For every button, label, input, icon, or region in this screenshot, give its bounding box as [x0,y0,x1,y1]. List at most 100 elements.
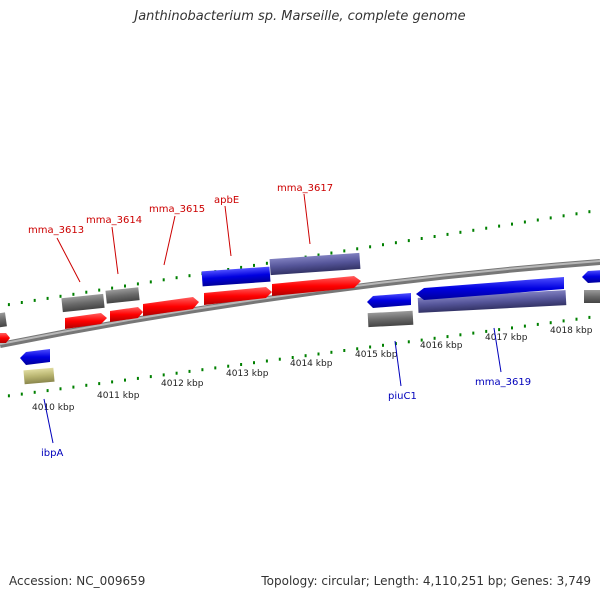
ruler-label: 4017 kbp [485,333,528,343]
cds-arrow-left-edge[interactable] [0,333,10,343]
minor-tick [136,282,139,286]
minor-tick [433,336,436,340]
cds-arrow-mma-3617[interactable] [272,276,361,296]
minor-tick [588,210,591,214]
minor-tick [253,361,255,365]
minor-tick [420,338,423,342]
minor-tick [124,378,126,382]
minor-tick [498,328,501,332]
minor-tick [98,288,101,292]
rna-feature-ibpA[interactable] [23,367,55,385]
minor-tick [20,392,23,396]
feature-track [0,252,600,385]
minor-tick [72,385,75,389]
tick-track-upper [7,210,591,307]
minor-tick [472,228,475,232]
minor-tick [253,263,255,267]
minor-tick [7,394,10,398]
gene-feature-piuC1[interactable] [367,310,414,328]
cds-arrow-apbE[interactable] [204,287,272,305]
minor-tick [330,251,333,255]
ruler-label: 4013 kbp [226,369,269,379]
minor-tick [59,387,62,391]
gene-label-piuC1[interactable]: piuC1 [388,391,417,402]
minor-tick [149,375,152,379]
minor-tick [523,220,526,224]
gene-feature-left-edge[interactable] [0,312,7,328]
gene-feature-mma-3613[interactable] [61,293,105,313]
minor-tick [407,239,410,243]
minor-tick [549,321,552,325]
cds-arrow-mma-3614[interactable] [110,307,143,322]
minor-tick [227,364,230,368]
ruler-label: 4015 kbp [355,350,398,360]
minor-tick [188,274,191,278]
gene-label-mma-3615[interactable]: mma_3615 [149,204,205,215]
gene-label-mma-3613[interactable]: mma_3613 [28,225,84,236]
ruler-label: 4011 kbp [97,391,140,401]
gene-feature-apbE[interactable] [201,266,271,287]
map-title: Janthinobacterium sp. Marseille, complet… [134,9,466,24]
minor-tick [511,222,513,226]
ruler-label: 4010 kbp [32,403,75,413]
gene-label-apbE[interactable]: apbE [214,195,239,206]
minor-tick [394,241,397,245]
minor-tick [33,390,36,394]
cds-arrow-piuC1[interactable] [367,293,411,308]
minor-tick [278,357,281,361]
ruler-label: 4018 kbp [550,326,593,336]
gene-label-mma-3614[interactable]: mma_3614 [86,215,142,226]
minor-tick [382,343,384,347]
gene-label-mma-3619[interactable]: mma_3619 [475,377,531,388]
minor-tick [33,298,36,302]
gene-label-ibpA[interactable]: ibpA [41,448,63,459]
minor-tick [46,389,49,393]
minor-tick [317,352,320,356]
minor-tick [549,216,552,220]
minor-tick [511,326,513,330]
ruler-label: 4014 kbp [290,359,333,369]
cds-arrow-ibpA[interactable] [20,349,50,365]
minor-tick [330,350,333,354]
minor-tick [382,243,384,247]
ruler-label: 4016 kbp [420,341,463,351]
accession-label: Accession: NC_009659 [9,574,146,588]
minor-tick [291,356,294,359]
cds-arrow-mma-3613[interactable] [65,313,107,329]
minor-tick [162,373,165,377]
minor-tick [356,247,359,251]
gene-feature-right-edge[interactable] [584,290,600,303]
minor-tick [201,368,204,372]
cds-arrow-mma-3615[interactable] [143,297,199,316]
minor-tick [498,224,501,228]
gene-feature-mma-3617[interactable] [269,252,361,276]
minor-tick [446,232,449,236]
minor-tick [433,235,436,238]
minor-tick [562,214,565,218]
minor-tick [111,286,114,290]
minor-tick [485,226,488,230]
cds-arrow-right-edge[interactable] [582,270,600,283]
minor-tick [485,329,488,333]
minor-tick [240,363,243,366]
minor-tick [343,249,346,253]
reverse-cds-track [20,270,600,365]
gene-feature-mma-3619[interactable] [417,290,567,313]
forward-gene-labels: mma_3613 mma_3614 mma_3615 apbE mma_3617 [28,183,333,283]
minor-tick [588,315,591,319]
gene-feature-mma-3614[interactable] [105,287,140,304]
ruler-labels: 4010 kbp 4011 kbp 4012 kbp 4013 kbp 4014… [32,326,593,413]
minor-tick [85,290,88,294]
gene-label-mma-3617[interactable]: mma_3617 [277,183,333,194]
topology-summary: Topology: circular; Length: 4,110,251 bp… [261,574,591,588]
minor-tick [124,284,126,288]
cds-arrow-mma-3619[interactable] [416,277,564,300]
minor-tick [149,280,152,284]
minor-tick [562,319,565,323]
forward-cds-track [0,276,361,343]
minor-tick [59,294,62,298]
minor-tick [394,342,397,346]
minor-tick [20,301,23,304]
minor-tick [72,292,75,296]
minor-tick [304,354,307,358]
